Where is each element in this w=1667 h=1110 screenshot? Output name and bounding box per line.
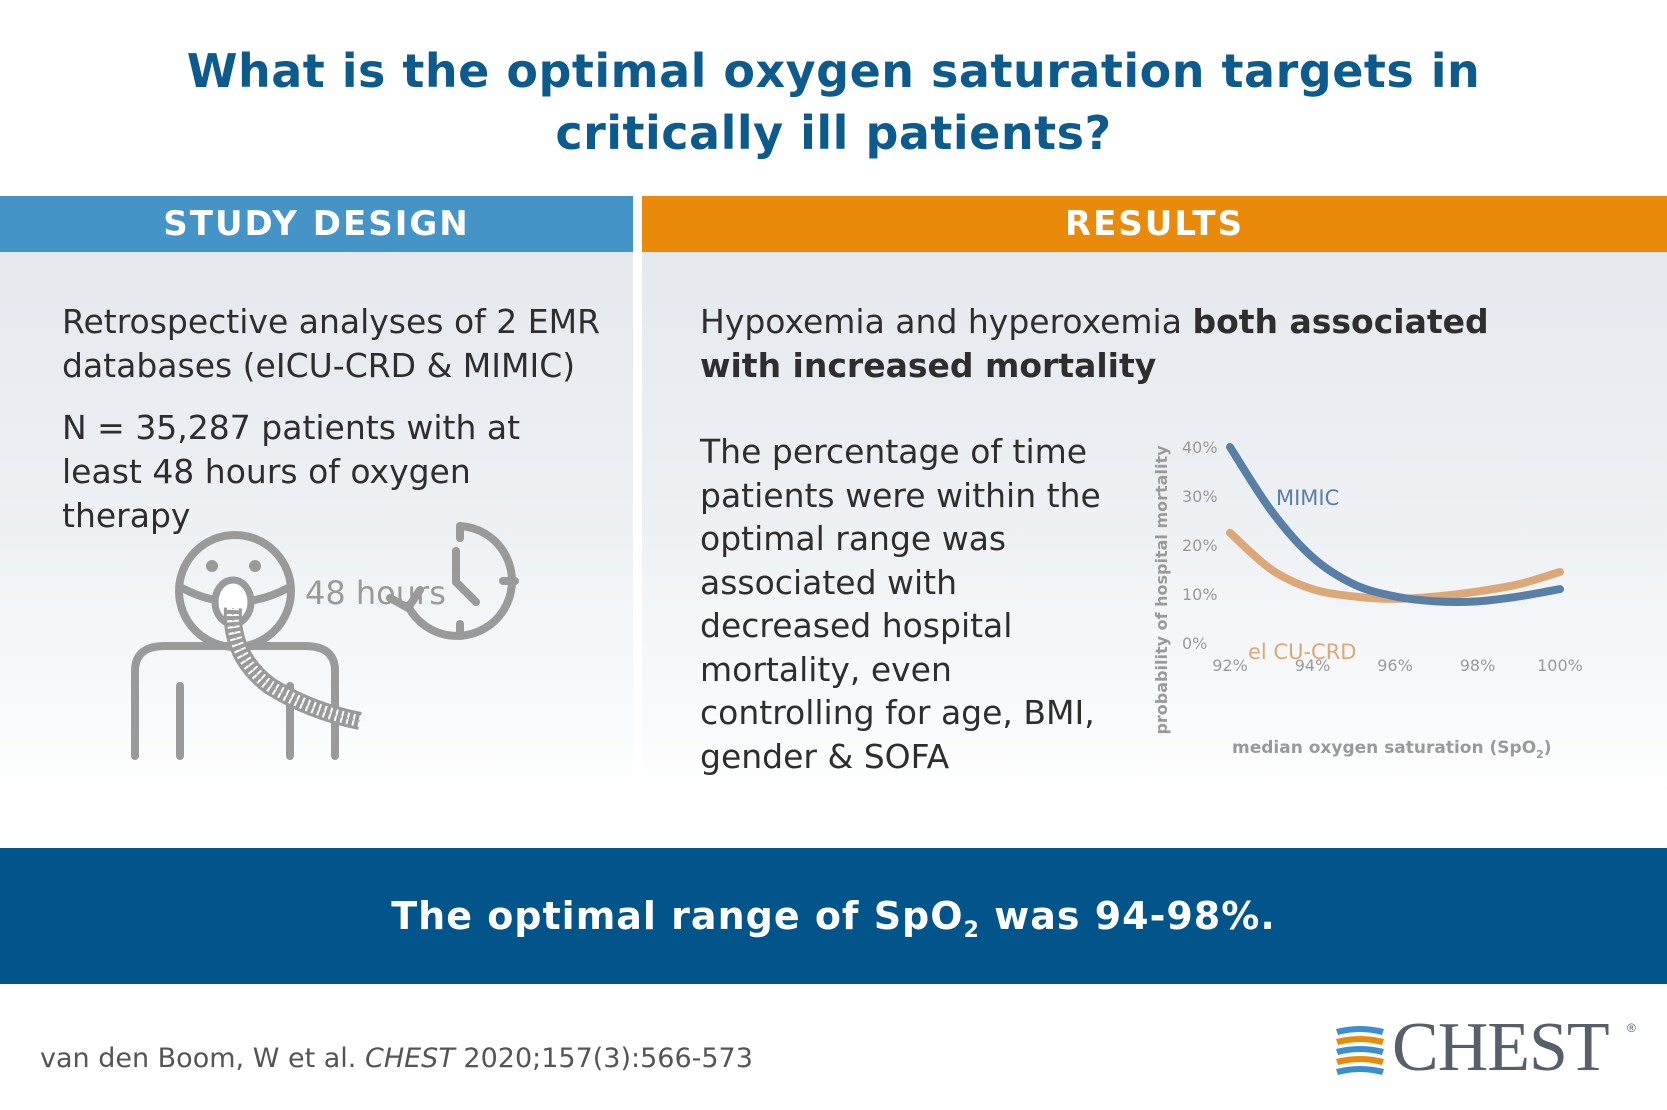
results-finding-1: Hypoxemia and hyperoxemia both associate…	[700, 300, 1560, 388]
face-eyes-icon	[206, 560, 261, 572]
chest-logo-text: CHEST	[1392, 1009, 1610, 1086]
y-tick-label: 20%	[1182, 536, 1218, 555]
x-axis-label-text: median oxygen saturation (SpO	[1232, 738, 1536, 758]
y-tick-label: 0%	[1182, 634, 1207, 653]
x-tick-labels: 92% 94% 96% 98% 100%	[1212, 656, 1583, 675]
results-finding-2: The percentage of time patients were wit…	[700, 432, 1101, 776]
chest-logo: CHEST ®	[1330, 1009, 1640, 1086]
results-header: RESULTS	[642, 196, 1667, 252]
x-tick-label: 96%	[1377, 656, 1413, 675]
x-axis-label-sub: 2	[1536, 748, 1544, 761]
conclusion-banner: The optimal range of SpO2 was 94-98%.	[0, 848, 1667, 984]
chest-logo-registered: ®	[1627, 1021, 1636, 1035]
patient-ventilator-illustration: 48 hours	[131, 522, 519, 760]
oxygen-mask-icon	[211, 576, 362, 730]
conclusion-sub: 2	[963, 918, 980, 943]
x-axis-label-end: )	[1544, 738, 1552, 758]
clock-label: 48 hours	[305, 574, 446, 612]
y-axis-label: probability of hospital mortality	[1152, 445, 1171, 735]
y-tick-label: 10%	[1182, 585, 1218, 604]
series-label-eicu: el CU-CRD	[1248, 640, 1356, 664]
study-design-header: STUDY DESIGN	[0, 196, 633, 252]
x-tick-label: 100%	[1537, 656, 1583, 675]
y-tick-labels: 0% 10% 20% 30% 40%	[1182, 438, 1218, 653]
title-line-2: critically ill patients?	[555, 106, 1112, 160]
y-tick-label: 30%	[1182, 487, 1218, 506]
study-design-panel: STUDY DESIGN Retrospective analyses of 2…	[0, 196, 633, 796]
series-label-mimic: MIMIC	[1276, 486, 1339, 510]
study-design-description: Retrospective analyses of 2 EMR database…	[62, 302, 601, 385]
citation-authors: van den Boom, W et al.	[40, 1043, 365, 1074]
citation-journal: CHEST	[364, 1043, 455, 1074]
citation: van den Boom, W et al. CHEST 2020;157(3)…	[40, 1043, 753, 1074]
x-tick-label: 94%	[1295, 656, 1331, 675]
series-lines	[1226, 443, 1564, 606]
citation-ref: 2020;157(3):566-573	[454, 1043, 753, 1074]
x-tick-label: 98%	[1460, 656, 1496, 675]
title-line-1: What is the optimal oxygen saturation ta…	[186, 44, 1481, 98]
conclusion-after: was 94-98%.	[979, 894, 1276, 938]
y-tick-label: 40%	[1182, 438, 1218, 457]
series-line-el-cu-crd	[1226, 528, 1564, 603]
series-line-mimic	[1226, 443, 1564, 606]
results-finding-1-normal: Hypoxemia and hyperoxemia	[700, 302, 1193, 341]
results-finding-1-bold: both associated with increased mortality	[700, 302, 1489, 385]
results-panel: RESULTS Hypoxemia and hyperoxemia both a…	[642, 196, 1667, 796]
mortality-chart: probability of hospital mortality 0% 10% 2…	[1152, 438, 1583, 761]
study-design-population: N = 35,287 patients with at least 48 hou…	[62, 408, 521, 535]
x-axis-label: median oxygen saturation (SpO2)	[1232, 738, 1552, 761]
page-title: What is the optimal oxygen saturation ta…	[0, 40, 1667, 164]
clock-icon	[386, 522, 519, 640]
conclusion-before: The optimal range of SpO	[391, 894, 964, 938]
chest-logo-mark-icon	[1336, 1026, 1384, 1075]
x-tick-label: 92%	[1212, 656, 1248, 675]
